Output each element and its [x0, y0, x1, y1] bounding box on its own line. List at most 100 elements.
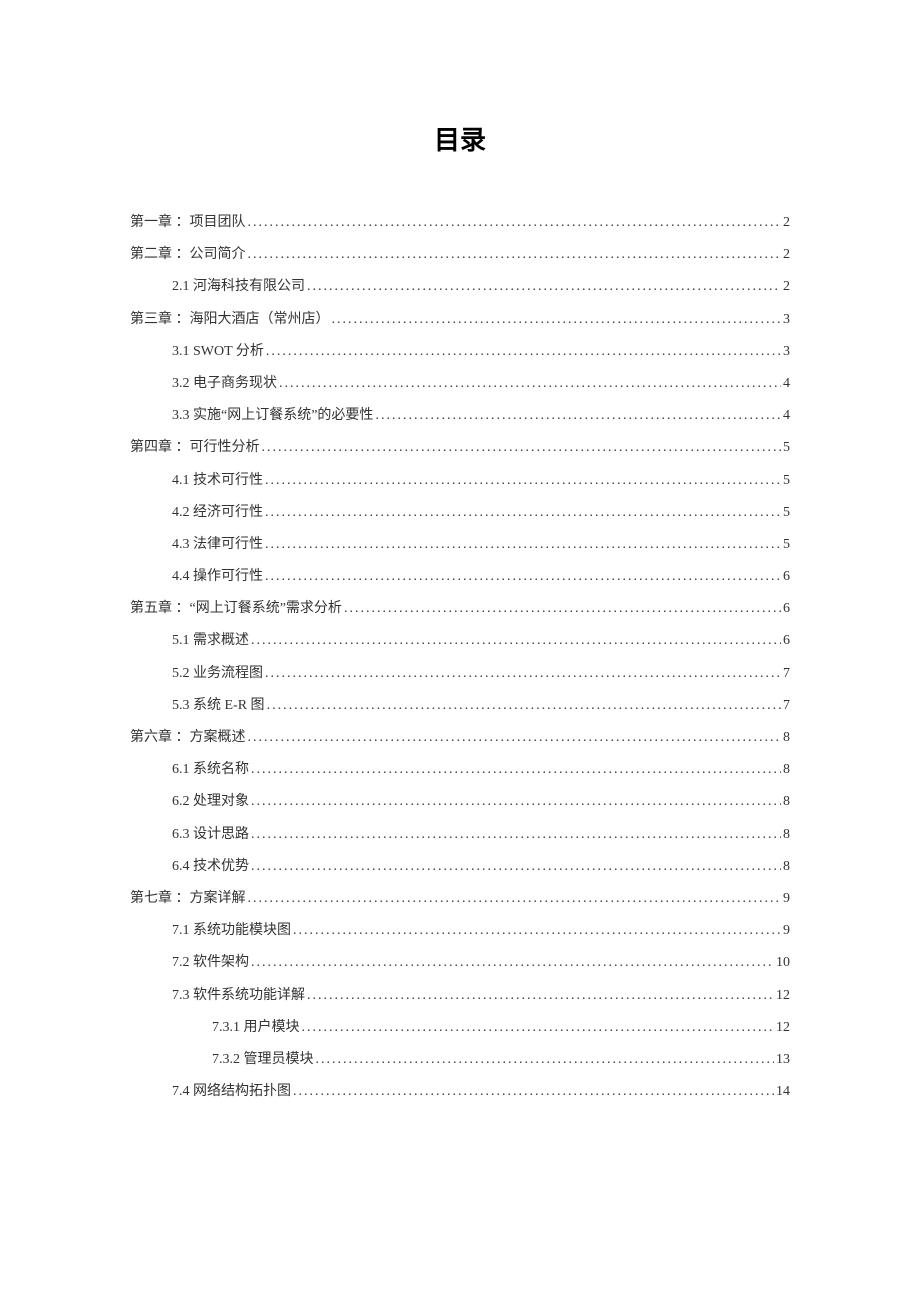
toc-entry-page: 8 — [783, 819, 790, 851]
toc-entry-label: 第七章 ：方案详解 — [130, 883, 246, 915]
toc-entry-page: 5 — [783, 497, 790, 529]
toc-entry-page: 8 — [783, 754, 790, 786]
toc-entry: 6.3 设计思路 8 — [130, 819, 790, 851]
toc-entry: 3.2 电子商务现状 4 — [130, 368, 790, 400]
toc-entry-page: 3 — [783, 304, 790, 336]
toc-entry-label: 5.3 系统 E-R 图 — [172, 690, 265, 722]
toc-entry-page: 9 — [783, 883, 790, 915]
toc-entry: 6.2 处理对象 8 — [130, 786, 790, 818]
toc-dots — [262, 432, 782, 464]
toc-entry-label: 4.1 技术可行性 — [172, 465, 263, 497]
toc-entry-page: 10 — [776, 947, 790, 979]
toc-entry-label: 6.3 设计思路 — [172, 819, 249, 851]
toc-dots — [248, 883, 782, 915]
toc-dots — [265, 561, 781, 593]
toc-dots — [267, 690, 781, 722]
toc-entry: 5.3 系统 E-R 图 7 — [130, 690, 790, 722]
toc-entry-label: 7.3 软件系统功能详解 — [172, 980, 305, 1012]
toc-entry-page: 6 — [783, 593, 790, 625]
toc-entry: 第一章 ：项目团队2 — [130, 207, 790, 239]
toc-entry: 4.4 操作可行性 6 — [130, 561, 790, 593]
toc-dots — [375, 400, 781, 432]
toc-entry-label: 第三章 ：海阳大酒店（常州店） — [130, 304, 330, 336]
toc-dots — [266, 336, 781, 368]
toc-entry-label: 3.3 实施“网上订餐系统”的必要性 — [172, 400, 373, 432]
toc-entry-label: 5.2 业务流程图 — [172, 658, 263, 690]
toc-entry-label: 7.4 网络结构拓扑图 — [172, 1076, 291, 1108]
toc-entry: 7.1 系统功能模块图 9 — [130, 915, 790, 947]
toc-entry-page: 4 — [783, 368, 790, 400]
toc-title: 目录 — [130, 120, 790, 157]
toc-dots — [307, 980, 774, 1012]
toc-dots — [251, 786, 781, 818]
toc-entry-page: 2 — [783, 207, 790, 239]
toc-entry-label: 第六章 ：方案概述 — [130, 722, 246, 754]
toc-entry-label: 7.3.1 用户模块 — [212, 1012, 300, 1044]
toc-entry: 2.1 河海科技有限公司 2 — [130, 271, 790, 303]
toc-entry-page: 6 — [783, 625, 790, 657]
toc-entry-label: 6.4 技术优势 — [172, 851, 249, 883]
toc-entry: 7.4 网络结构拓扑图 14 — [130, 1076, 790, 1108]
toc-entry-label: 6.2 处理对象 — [172, 786, 249, 818]
toc-dots — [265, 465, 781, 497]
toc-entry-label: 6.1 系统名称 — [172, 754, 249, 786]
toc-dots — [248, 207, 782, 239]
toc-entry: 第三章 ：海阳大酒店（常州店） 3 — [130, 304, 790, 336]
toc-entry-label: 7.3.2 管理员模块 — [212, 1044, 314, 1076]
toc-entry-page: 12 — [776, 1012, 790, 1044]
toc-entry-page: 8 — [783, 722, 790, 754]
toc-entry-page: 2 — [783, 271, 790, 303]
toc-entry: 3.3 实施“网上订餐系统”的必要性 4 — [130, 400, 790, 432]
toc-entry-label: 7.1 系统功能模块图 — [172, 915, 291, 947]
toc-entry: 第七章 ：方案详解 9 — [130, 883, 790, 915]
toc-dots — [251, 819, 781, 851]
toc-entry: 第五章 ：“网上订餐系统”需求分析6 — [130, 593, 790, 625]
toc-entry-page: 7 — [783, 690, 790, 722]
toc-dots — [265, 529, 781, 561]
toc-dots — [316, 1044, 775, 1076]
toc-entry: 第二章 ：公司简介2 — [130, 239, 790, 271]
toc-entry-page: 8 — [783, 786, 790, 818]
toc-entry-label: 4.4 操作可行性 — [172, 561, 263, 593]
toc-dots — [251, 754, 781, 786]
toc-dots — [302, 1012, 775, 1044]
toc-entry-page: 4 — [783, 400, 790, 432]
toc-entry-page: 12 — [776, 980, 790, 1012]
toc-dots — [344, 593, 781, 625]
toc-dots — [265, 497, 781, 529]
toc-entry-label: 2.1 河海科技有限公司 — [172, 271, 305, 303]
toc-dots — [293, 1076, 774, 1108]
toc-entry-label: 4.2 经济可行性 — [172, 497, 263, 529]
toc-entry: 6.1 系统名称 8 — [130, 754, 790, 786]
toc-dots — [251, 625, 781, 657]
toc-entry-page: 5 — [783, 529, 790, 561]
toc-dots — [279, 368, 781, 400]
toc-entry: 7.3.2 管理员模块13 — [130, 1044, 790, 1076]
toc-entry-page: 6 — [783, 561, 790, 593]
toc-entry: 7.3 软件系统功能详解 12 — [130, 980, 790, 1012]
toc-dots — [332, 304, 782, 336]
toc-container: 第一章 ：项目团队2第二章 ：公司简介22.1 河海科技有限公司2第三章 ：海阳… — [130, 207, 790, 1108]
toc-entry-page: 3 — [783, 336, 790, 368]
toc-dots — [307, 271, 781, 303]
toc-entry-page: 14 — [776, 1076, 790, 1108]
toc-entry-label: 5.1 需求概述 — [172, 625, 249, 657]
toc-entry: 第四章 ：可行性分析5 — [130, 432, 790, 464]
toc-entry: 5.1 需求概述 6 — [130, 625, 790, 657]
toc-dots — [251, 851, 781, 883]
toc-entry-page: 8 — [783, 851, 790, 883]
toc-entry-page: 9 — [783, 915, 790, 947]
toc-entry-label: 3.1 SWOT 分析 — [172, 336, 264, 368]
toc-entry: 7.3.1 用户模块 12 — [130, 1012, 790, 1044]
toc-dots — [293, 915, 781, 947]
toc-entry-page: 5 — [783, 465, 790, 497]
toc-entry: 5.2 业务流程图7 — [130, 658, 790, 690]
toc-entry: 3.1 SWOT 分析 3 — [130, 336, 790, 368]
toc-entry-page: 5 — [783, 432, 790, 464]
toc-entry-label: 7.2 软件架构 — [172, 947, 249, 979]
toc-entry-label: 3.2 电子商务现状 — [172, 368, 277, 400]
toc-dots — [248, 722, 782, 754]
toc-entry-page: 2 — [783, 239, 790, 271]
toc-entry-label: 4.3 法律可行性 — [172, 529, 263, 561]
toc-entry: 第六章 ：方案概述 8 — [130, 722, 790, 754]
